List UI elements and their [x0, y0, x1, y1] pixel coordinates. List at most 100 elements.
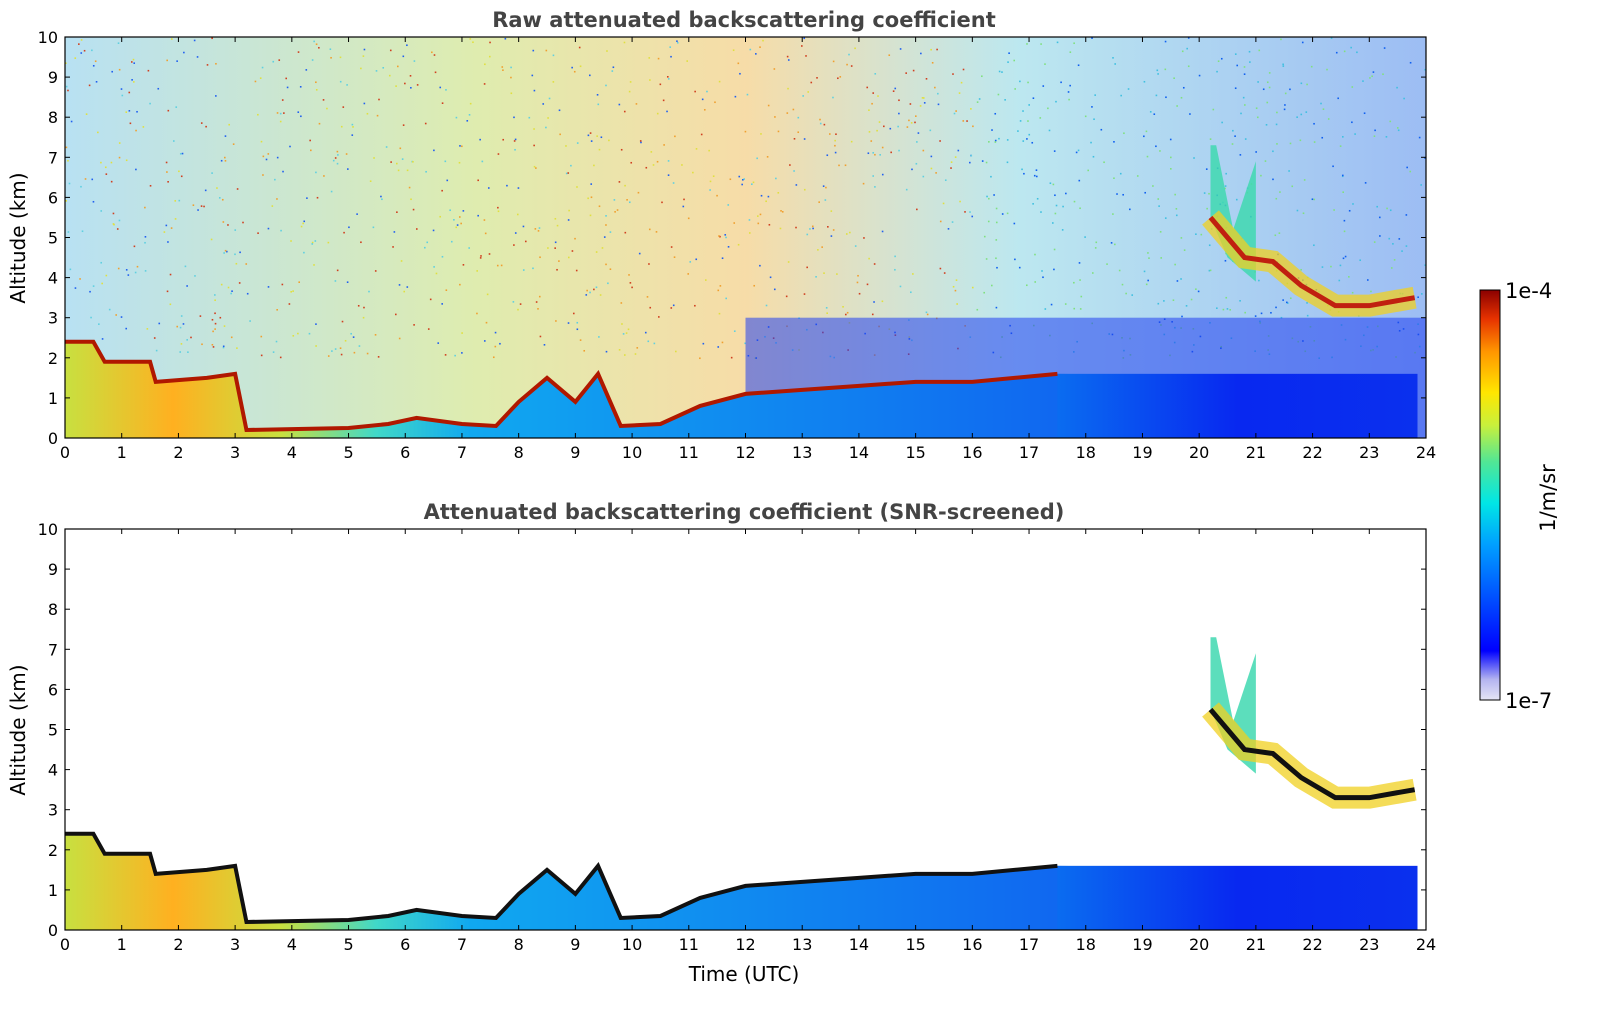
noise-speckle	[242, 221, 244, 224]
noise-speckle	[172, 140, 175, 142]
noise-speckle	[276, 308, 278, 311]
boundary-layer-top	[65, 831, 1058, 925]
noise-speckle	[762, 39, 764, 42]
noise-speckle	[1077, 149, 1080, 152]
noise-speckle	[494, 331, 497, 334]
noise-speckle	[797, 131, 800, 134]
noise-speckle	[1050, 303, 1053, 306]
noise-speckle	[267, 153, 270, 155]
noise-speckle	[1014, 258, 1016, 261]
noise-speckle	[1296, 209, 1299, 212]
noise-speckle	[1069, 51, 1072, 53]
noise-speckle	[80, 185, 82, 188]
x-tick-label: 11	[679, 443, 699, 462]
y-tick-label: 8	[48, 600, 58, 619]
x-tick-label: 10	[622, 443, 642, 462]
noise-speckle	[1341, 175, 1344, 178]
noise-speckle	[1159, 150, 1161, 152]
noise-speckle	[906, 126, 909, 128]
noise-speckle	[466, 119, 469, 122]
noise-speckle	[1189, 113, 1191, 115]
noise-speckle	[943, 272, 946, 274]
noise-speckle	[356, 213, 358, 215]
noise-speckle	[1272, 178, 1274, 181]
noise-speckle	[669, 46, 672, 48]
noise-speckle	[1118, 269, 1121, 272]
noise-speckle	[991, 284, 993, 287]
noise-speckle	[657, 57, 660, 60]
noise-speckle	[236, 188, 239, 190]
noise-speckle	[144, 236, 147, 238]
noise-speckle	[545, 126, 547, 129]
noise-speckle	[899, 285, 902, 288]
noise-speckle	[311, 243, 314, 245]
noise-speckle	[910, 291, 912, 294]
noise-speckle	[166, 290, 169, 293]
noise-speckle	[399, 147, 402, 150]
noise-speckle	[818, 201, 820, 203]
noise-speckle	[567, 256, 570, 259]
noise-speckle	[994, 112, 997, 115]
noise-speckle	[1172, 299, 1175, 302]
noise-speckle	[834, 151, 837, 154]
noise-speckle	[193, 39, 196, 42]
noise-speckle	[494, 345, 497, 348]
noise-speckle	[954, 289, 957, 292]
noise-speckle	[426, 241, 429, 244]
noise-speckle	[92, 200, 95, 203]
noise-speckle	[1264, 160, 1267, 162]
noise-speckle	[756, 215, 759, 217]
noise-speckle	[947, 228, 950, 230]
noise-speckle	[543, 344, 546, 346]
noise-speckle	[970, 154, 973, 157]
noise-speckle	[1242, 96, 1245, 99]
noise-speckle	[455, 116, 458, 119]
noise-speckle	[1306, 83, 1308, 86]
noise-speckle	[98, 323, 100, 325]
noise-speckle	[1042, 85, 1045, 87]
noise-speckle	[97, 131, 99, 134]
noise-speckle	[915, 115, 917, 117]
noise-speckle	[340, 353, 343, 356]
noise-speckle	[1338, 279, 1341, 282]
noise-speckle	[1169, 138, 1172, 141]
x-tick-label: 17	[1019, 935, 1039, 954]
noise-speckle	[222, 221, 225, 223]
noise-speckle	[786, 112, 789, 114]
noise-speckle	[1145, 283, 1148, 286]
noise-speckle	[186, 285, 188, 287]
noise-speckle	[1198, 74, 1201, 77]
panel2-x-ticks: 0 1 2 3 4 5 6 7 8 9 10 11 12 13 14 15 16 17 18 19 20 21 22 23 24	[60, 529, 1436, 954]
noise-speckle	[811, 225, 814, 228]
noise-speckle	[1093, 118, 1095, 121]
noise-speckle	[357, 304, 360, 307]
noise-speckle	[1268, 86, 1271, 89]
noise-speckle	[1174, 193, 1176, 196]
noise-speckle	[996, 266, 998, 269]
noise-speckle	[1343, 50, 1346, 53]
x-tick-label: 1	[117, 935, 127, 954]
noise-speckle	[1190, 298, 1193, 301]
noise-speckle	[182, 323, 185, 325]
noise-speckle	[997, 93, 1000, 96]
noise-speckle	[298, 281, 300, 283]
x-tick-label: 15	[905, 935, 925, 954]
noise-speckle	[1424, 264, 1427, 266]
noise-speckle	[816, 77, 818, 79]
noise-speckle	[995, 257, 997, 260]
noise-speckle	[385, 146, 388, 148]
noise-speckle	[951, 221, 954, 223]
noise-speckle	[1049, 182, 1052, 185]
noise-speckle	[751, 183, 753, 186]
noise-speckle	[871, 102, 873, 105]
noise-speckle	[497, 210, 500, 213]
noise-speckle	[858, 292, 861, 295]
noise-speckle	[868, 257, 870, 260]
noise-speckle	[823, 272, 825, 274]
noise-speckle	[667, 174, 670, 176]
noise-speckle	[517, 308, 519, 311]
noise-speckle	[1321, 266, 1324, 268]
noise-speckle	[203, 205, 205, 208]
noise-speckle	[200, 122, 203, 124]
noise-speckle	[609, 231, 612, 233]
